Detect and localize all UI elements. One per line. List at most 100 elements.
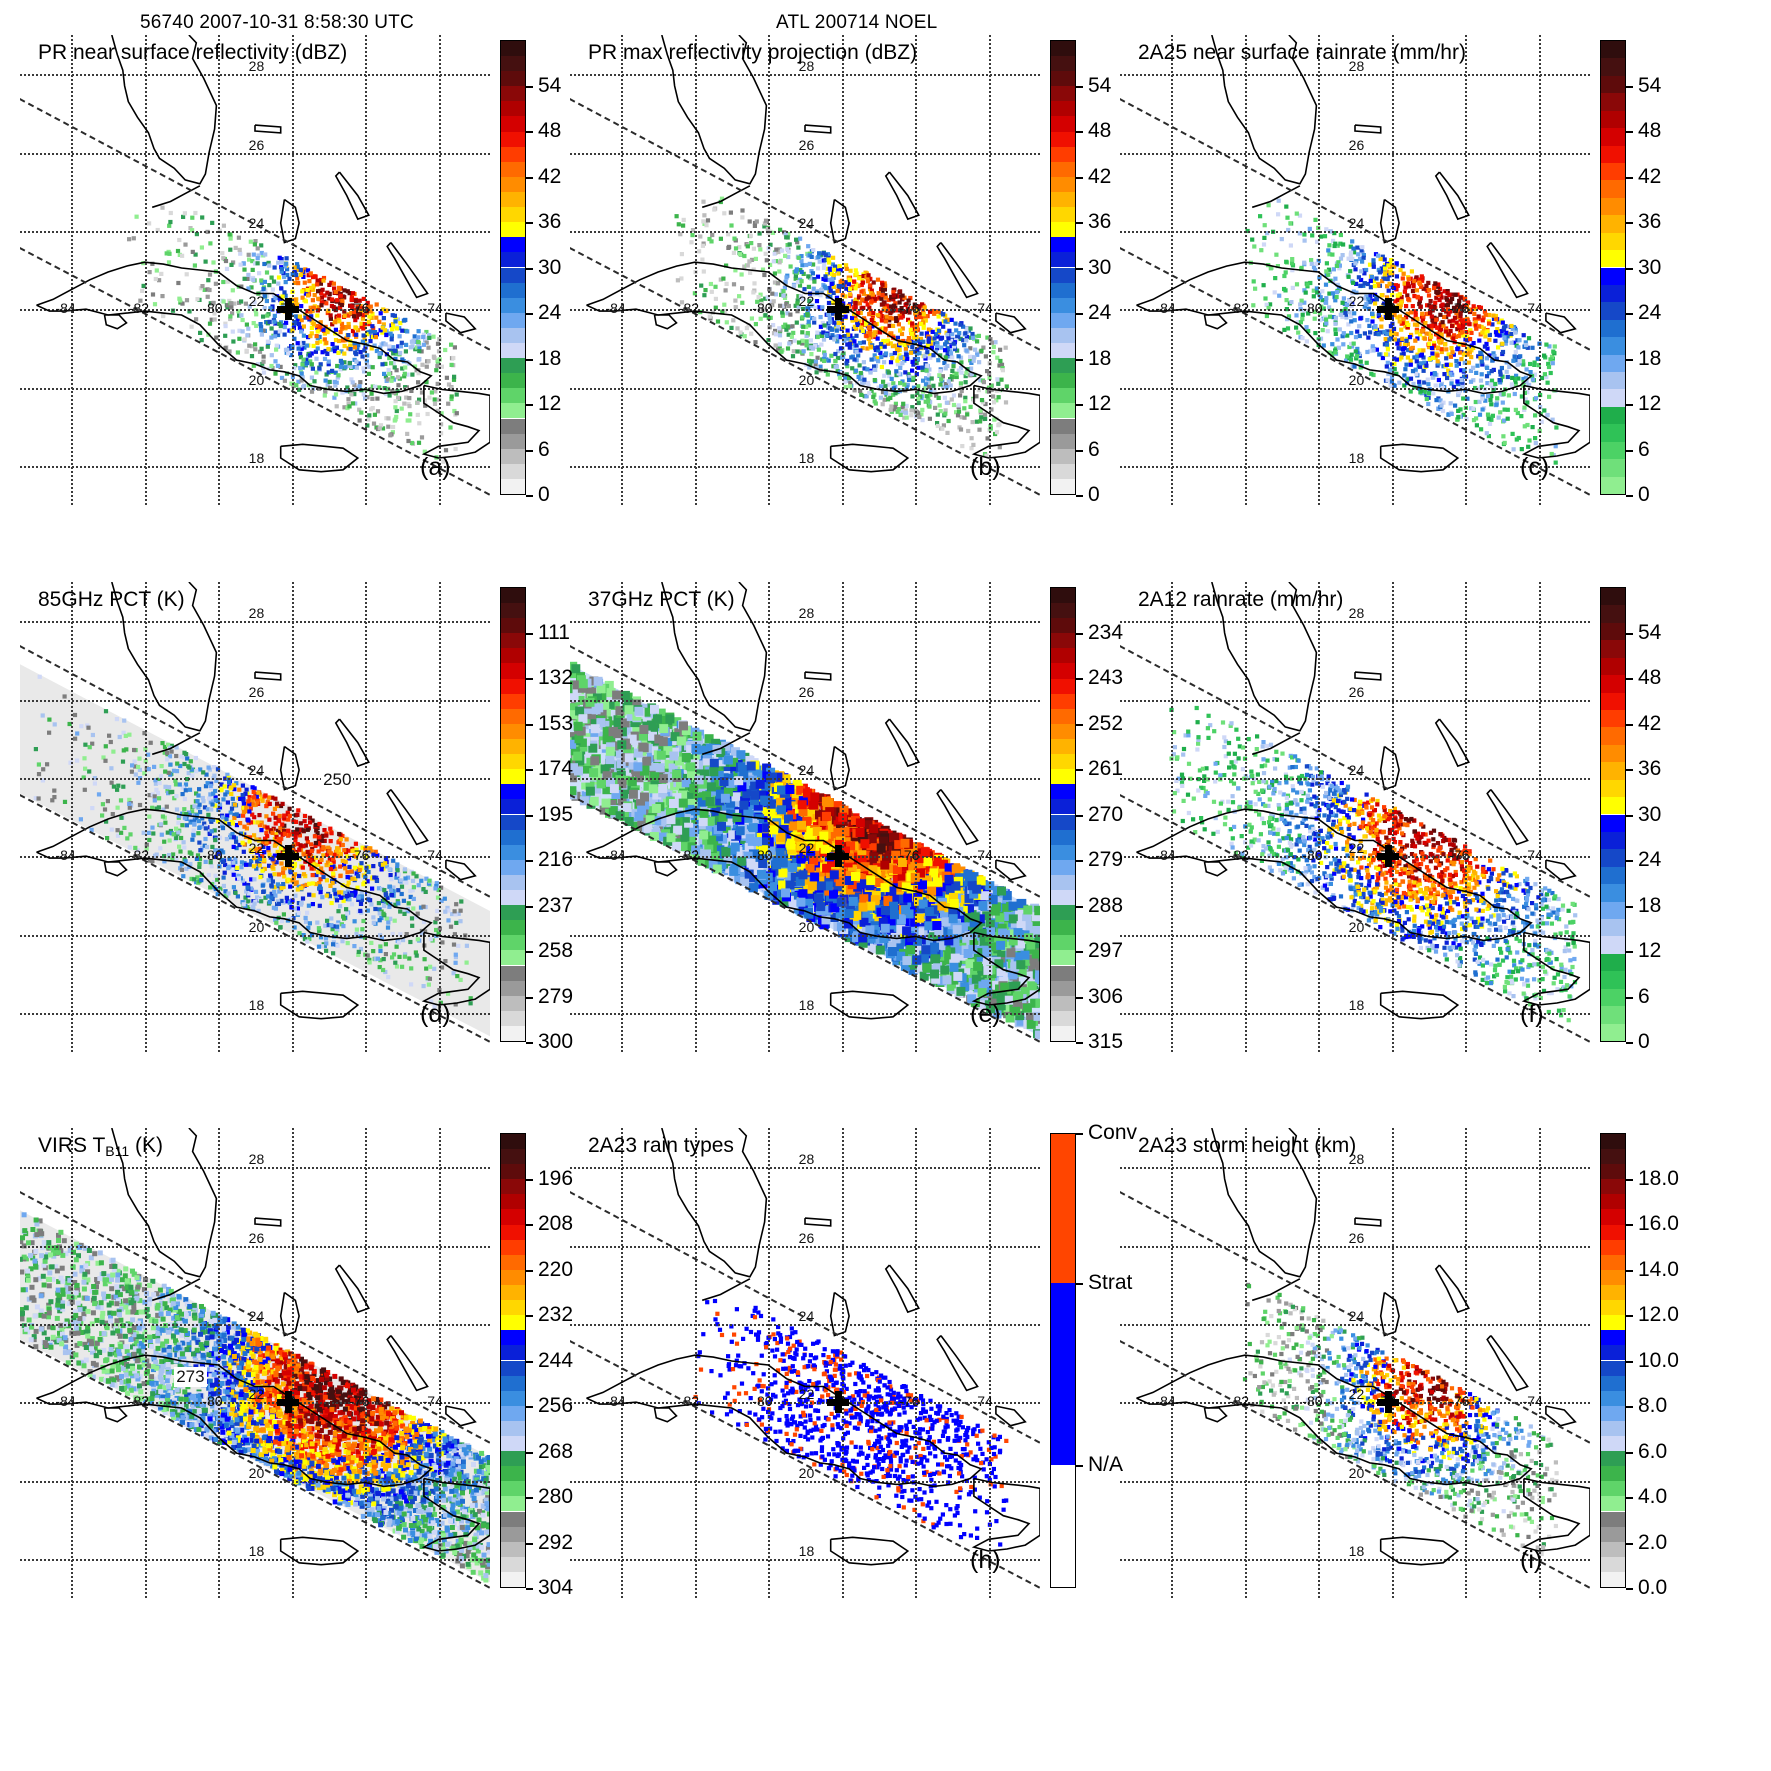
lat-tick-label: 28 [248, 1151, 265, 1168]
colorbar-gradient-e [1050, 587, 1076, 1042]
data-raster-h [693, 1298, 1009, 1547]
colorbar-tick-label: 30 [1088, 255, 1112, 279]
data-raster-i [1242, 1282, 1559, 1557]
gridline-lat [570, 1245, 1040, 1248]
colorbar-tick-label: 252 [1088, 711, 1124, 735]
gridline-lon [438, 582, 441, 1052]
lat-tick-label: 26 [1348, 683, 1365, 700]
colorbar-segment [1601, 779, 1625, 798]
lat-tick-label: 20 [1348, 1464, 1365, 1481]
colorbar-segment [1601, 831, 1625, 850]
colorbar-tick [526, 1269, 533, 1272]
gridline-lon [291, 582, 294, 1052]
storm-center-marker [1377, 298, 1400, 321]
colorbar-segment [1601, 988, 1625, 1007]
lat-tick-label: 18 [798, 996, 815, 1013]
colorbar-segment [1601, 337, 1625, 355]
colorbar-segment [1601, 75, 1625, 94]
colorbar-b: 54 48 42 36 30 24 18 12 6 0 [1050, 40, 1111, 506]
panel-label-f: (f) [1520, 1000, 1544, 1028]
colorbar-segment [1601, 1571, 1625, 1587]
colorbar-segment [501, 1405, 525, 1421]
lat-tick-label: 24 [798, 761, 815, 778]
lon-tick-label: -80 [1302, 847, 1323, 864]
colorbar-segment [501, 116, 525, 132]
colorbar-segment [1051, 859, 1075, 875]
panel-title-g: VIRS TB11 (K) [38, 1134, 163, 1159]
map-d[interactable]: -84 -82 -80 -78 -76 -74 28 26 24 22 20 18 85GHz PCT … [20, 582, 490, 1052]
lon-tick-label: -82 [128, 847, 150, 864]
colorbar-tick [1626, 449, 1633, 452]
gridline-lat [20, 1167, 490, 1170]
colorbar-segment [501, 1254, 525, 1270]
gridline-lat [570, 1480, 1040, 1483]
colorbar-segment [501, 86, 525, 102]
gridline-lon [144, 582, 147, 1052]
panel-title-i: 2A23 storm height (km) [1138, 1134, 1357, 1157]
colorbar-tick-label: 36 [538, 210, 562, 233]
colorbar-segment [1051, 342, 1075, 359]
lat-tick-label: 28 [798, 58, 815, 75]
panel-label-b: (b) [970, 453, 1001, 481]
panel-title-f: 2A12 rainrate (mm/hr) [1138, 588, 1344, 611]
gridline-lat [20, 1558, 490, 1561]
lat-tick-label: 28 [1348, 58, 1365, 75]
lat-tick-label: 22 [1348, 293, 1365, 310]
map-b[interactable]: -84 -82 -80 -78 -76 -74 28 26 24 22 20 18 PR max ref… [570, 35, 1040, 505]
colorbar-tick-label: 292 [538, 1530, 574, 1554]
map-i[interactable]: -84 -82 -80 -78 -76 -74 28 26 24 22 20 18 2A23 storm… [1120, 1128, 1590, 1598]
storm-center-marker [827, 298, 850, 321]
lat-tick-label: 20 [248, 918, 265, 935]
data-raster-d [20, 664, 490, 1037]
colorbar-tick-label: 297 [1088, 939, 1124, 962]
lon-tick-label: -76 [1449, 1393, 1470, 1410]
colorbar-segment [1601, 605, 1625, 623]
map-c[interactable]: -84 -82 -80 -78 -76 -74 28 26 24 22 20 18 2A25 near … [1120, 35, 1590, 505]
lon-tick-label: -76 [899, 300, 920, 317]
map-g[interactable]: -84 -82 -80 -78 -76 -74 28 26 24 22 20 18 VIRS TB11 … [20, 1128, 490, 1598]
colorbar-segment [1601, 866, 1625, 885]
colorbar-segment [1601, 459, 1625, 477]
colorbar-segment [1601, 1149, 1625, 1165]
colorbar-segment [501, 222, 525, 238]
colorbar-segment [501, 1481, 525, 1497]
colorbar-tick-label: 24 [538, 301, 562, 324]
colorbar-segment [1051, 980, 1075, 996]
gridline-lat [20, 1323, 490, 1326]
gridline-lat [1120, 387, 1590, 390]
lat-tick-label: 26 [248, 136, 265, 153]
map-a[interactable]: -84 -82 -80 -78 -76 -74 28 26 24 22 20 18 PR near su… [20, 35, 490, 505]
colorbar-tick-label: 0.0 [1638, 1576, 1668, 1599]
map-f[interactable]: -84 -82 -80 -78 -76 -74 28 26 24 22 20 18 2A12 rainr… [1120, 582, 1590, 1052]
lat-tick-label: 20 [1348, 371, 1365, 388]
colorbar-tick [526, 131, 533, 133]
gridline-lat [20, 74, 490, 77]
lat-tick-label: 24 [248, 1307, 265, 1324]
colorbar-segment [1051, 282, 1075, 298]
colorbar-segment [501, 1284, 525, 1301]
map-e[interactable]: -84 -82 -80 -78 -76 -74 28 26 24 22 20 18 37GHz PCT … [570, 582, 1040, 1052]
colorbar-i: 18.0 16.0 14.0 12.0 10.0 8.0 6.0 4.0 2.0 0.0 [1600, 1133, 1679, 1599]
colorbar-tick-label: 54 [1638, 73, 1662, 97]
colorbar-tick-label: 54 [538, 73, 562, 97]
colorbar-segment [501, 693, 525, 709]
gridline-lon [1391, 35, 1394, 505]
colorbar-segment [501, 1239, 525, 1255]
lon-tick-label: -84 [605, 300, 626, 317]
colorbar-segment [501, 1269, 525, 1285]
colorbar-tick-label: 54 [1088, 73, 1112, 97]
colorbar-segment [501, 859, 525, 875]
colorbar-tick [526, 996, 533, 999]
gridline-lon [365, 582, 368, 1052]
map-h[interactable]: -84 -82 -80 -78 -76 -74 28 26 24 22 20 18 2A23 rain … [570, 1128, 1040, 1598]
colorbar-a: 54 48 42 36 30 24 18 12 6 0 [500, 40, 561, 506]
colorbar-segment [1601, 302, 1625, 320]
gridline-lon [71, 35, 74, 505]
panel-d: -84 -82 -80 -78 -76 -74 28 26 24 22 20 18 85GHz PCT … [20, 582, 596, 1053]
gridline-lon [71, 1128, 74, 1598]
colorbar-segment [501, 935, 525, 951]
colorbar-segment [1051, 71, 1075, 87]
lat-tick-label: 24 [248, 761, 265, 778]
colorbar-segment [1051, 648, 1075, 664]
